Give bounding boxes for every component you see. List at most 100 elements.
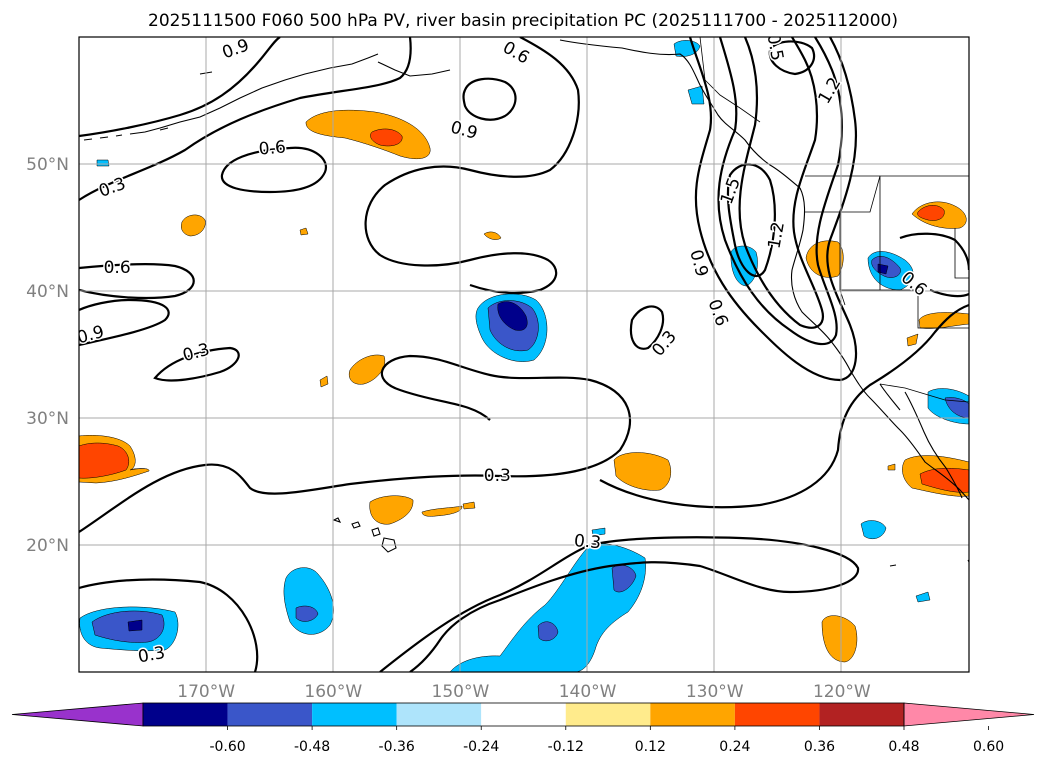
pos-area-7	[421, 505, 463, 517]
pos-core-idaho	[917, 205, 945, 221]
neg-mid-az	[944, 397, 969, 419]
lon-label: 170°W	[177, 682, 235, 702]
colorbar-segment	[481, 703, 566, 726]
contour-0.9-ring	[462, 77, 517, 121]
map-area: 0.9 0.6 0.51.20.90.60.3 1.51.20.90.60.60.60…	[79, 32, 969, 672]
lon-label: 150°W	[432, 682, 490, 702]
positive-shading	[79, 109, 969, 663]
contour-label: 0.6	[104, 258, 131, 278]
contour-label: 0.3	[573, 531, 602, 553]
contour-0.6-gulf	[364, 37, 580, 295]
pos-area-4	[348, 354, 386, 385]
neg-high-west	[127, 619, 143, 632]
colorbar-segment	[734, 703, 820, 726]
lon-label: 160°W	[304, 682, 362, 702]
colorbar-segment	[819, 703, 904, 726]
neg-high-central	[497, 301, 528, 331]
neg-mid-south-1	[295, 605, 319, 622]
colorbar-tick-label: -0.12	[548, 739, 584, 755]
lat-label: 40°N	[26, 282, 69, 302]
pos-area-3	[483, 231, 502, 240]
coastline-alaska-gulf	[559, 39, 801, 189]
contour-label: 0.5	[763, 32, 787, 62]
colorbar-extend-max	[903, 702, 1035, 727]
contour-0.3-south	[79, 536, 860, 672]
pos-area-6	[369, 495, 414, 525]
pos-area-5	[319, 375, 329, 388]
contour-0.6-coast	[688, 37, 858, 382]
pos-area-utah-b	[906, 333, 919, 347]
border-us-mexico	[879, 383, 969, 403]
colorbar-tick-label: 0.24	[719, 739, 750, 755]
neg-area-2	[591, 527, 606, 537]
political-borders	[699, 37, 969, 403]
pos-area-9	[613, 452, 671, 491]
lat-label: 50°N	[26, 155, 69, 175]
pos-area-8	[462, 501, 476, 510]
pos-area-hawaii-west-ring	[79, 435, 150, 484]
lon-label: 120°W	[813, 682, 871, 702]
lon-label: 130°W	[686, 682, 744, 702]
pos-area-11	[821, 615, 858, 663]
pos-core-gulf	[370, 128, 403, 147]
pos-area-gulf	[305, 109, 431, 159]
contour-0.3-small	[629, 305, 665, 350]
contour-0.3-north	[79, 37, 412, 201]
pos-area-10	[887, 463, 896, 471]
colorbar-tick-label: -0.48	[294, 739, 330, 755]
coastline-aleutian-islands	[83, 71, 213, 141]
colorbar-tick-label: 0.48	[888, 739, 919, 755]
colorbar-segment	[565, 703, 651, 726]
coastline-alaska-peninsula	[129, 53, 451, 135]
neg-area-1	[96, 159, 110, 167]
contour-0.9-left	[79, 298, 170, 347]
neg-high-nevada	[877, 263, 889, 275]
lon-label: 140°W	[559, 682, 617, 702]
map-title: 2025111500 F060 500 hPa PV, river basin …	[148, 11, 898, 31]
colorbar-segment	[312, 703, 397, 726]
border-alaska-canada	[699, 37, 761, 123]
latitude-labels: 50°N 40°N 30°N 20°N	[26, 155, 69, 556]
pos-area-2	[299, 227, 309, 236]
neg-mid-south-2a	[537, 621, 559, 642]
colorbar-tick-label: 0.12	[635, 739, 666, 755]
colorbar-segment	[143, 703, 228, 726]
colorbar-tick-label: -0.24	[463, 739, 499, 755]
colorbar-segment	[227, 703, 313, 726]
neg-mid-west	[91, 610, 165, 643]
contour-label: 0.3	[484, 466, 511, 486]
contour-0.6-left	[79, 263, 195, 300]
contour-label: 0.6	[258, 137, 287, 159]
colorbar-tick-label: -0.60	[209, 739, 245, 755]
contour-0.6-west	[220, 146, 328, 194]
coastline-hawaii	[332, 517, 397, 553]
graticule	[79, 37, 969, 672]
colorbar: -0.60 -0.48 -0.36 -0.24 -0.12 0.12 0.24 0.36 0.4…	[11, 702, 1035, 755]
colorbar-segment	[650, 703, 735, 726]
lat-label: 20°N	[26, 536, 69, 556]
pos-area-utah	[918, 312, 969, 329]
contour-1.5-top	[768, 40, 816, 76]
negative-shading	[79, 40, 969, 672]
map-frame	[78, 36, 970, 673]
neg-area-3	[860, 520, 887, 539]
contour-0.9-nw	[79, 37, 281, 138]
contour-0.3-ring	[153, 346, 240, 382]
coastline-northwest	[790, 187, 969, 501]
pv-contours	[79, 37, 969, 672]
colorbar-extend-min	[11, 702, 144, 727]
colorbar-frame	[142, 702, 905, 727]
colorbar-tick-label: 0.36	[804, 739, 835, 755]
neg-area-bc	[687, 85, 705, 105]
colorbar-segment	[396, 703, 482, 726]
longitude-labels: 170°W 160°W 150°W 140°W 130°W 120°W	[177, 682, 871, 702]
pos-area-1	[181, 214, 206, 237]
border-states-west	[805, 175, 969, 329]
contour-0.3-mid	[79, 303, 969, 533]
contour-1.2-coast	[738, 37, 824, 329]
colorbar-tick-label: 0.60	[973, 739, 1004, 755]
contour-1.5-coast	[726, 163, 776, 277]
lat-label: 30°N	[26, 409, 69, 429]
neg-area-4	[915, 591, 931, 603]
